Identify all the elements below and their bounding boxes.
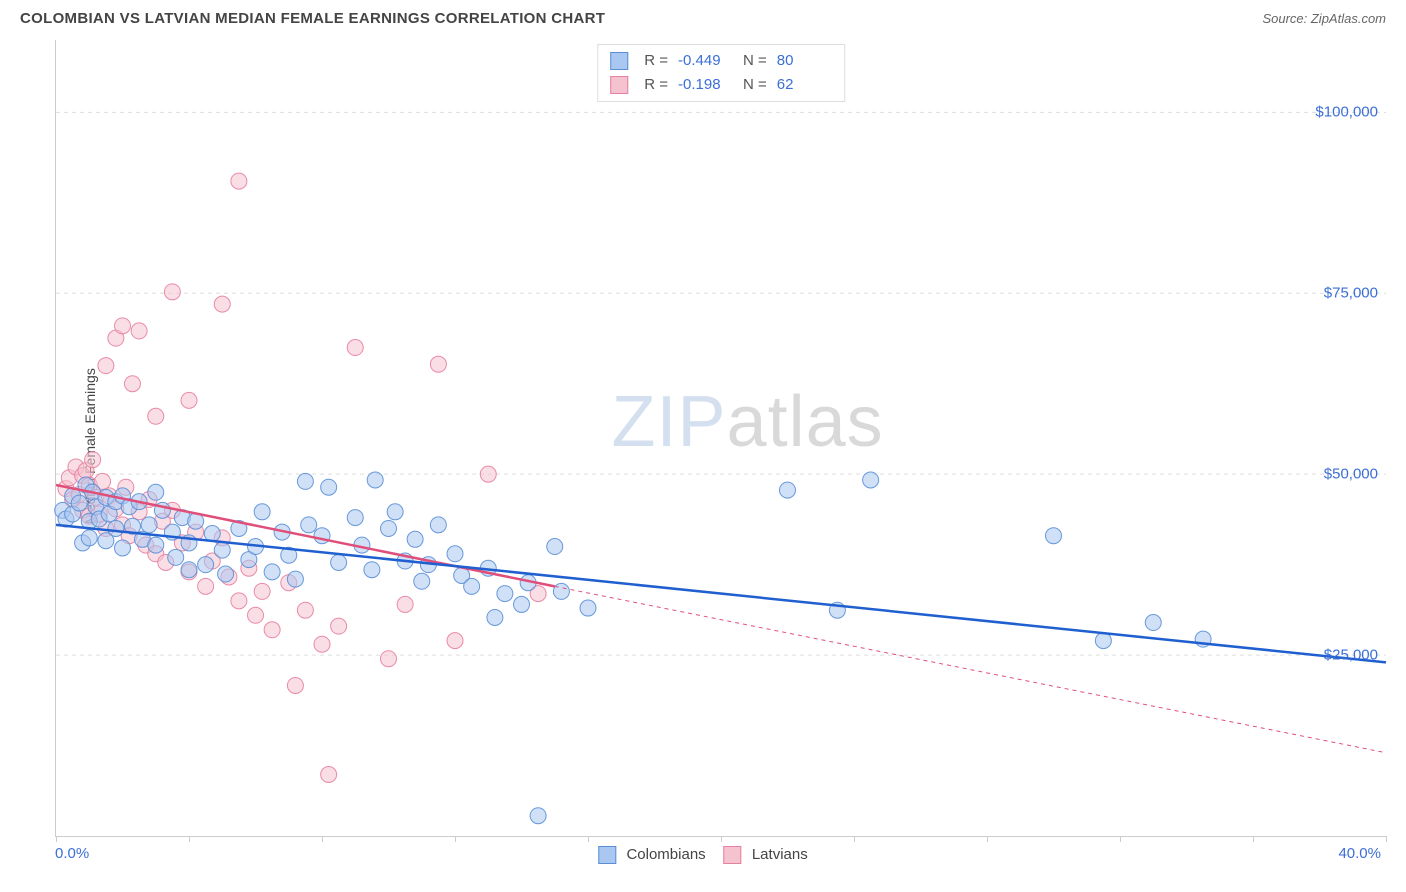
source-attribution: Source: ZipAtlas.com (1262, 11, 1386, 26)
legend-item-colombians: Colombians (598, 846, 705, 864)
x-tick (1386, 836, 1387, 842)
y-tick-label: $25,000 (1324, 647, 1378, 664)
r-label: R = (644, 49, 668, 73)
swatch-latvians-icon (724, 846, 742, 864)
x-tick (189, 836, 190, 842)
legend-item-latvians: Latvians (724, 846, 808, 864)
x-tick (1120, 836, 1121, 842)
x-tick (721, 836, 722, 842)
swatch-latvians (610, 76, 628, 94)
chart-title: COLOMBIAN VS LATVIAN MEDIAN FEMALE EARNI… (20, 10, 605, 27)
legend-row-2: R = -0.198 N = 62 (610, 73, 832, 97)
r-label: R = (644, 73, 668, 97)
y-tick-label: $100,000 (1315, 104, 1378, 121)
n-value-1: 80 (777, 49, 832, 73)
x-axis-max-label: 40.0% (1338, 845, 1381, 862)
x-axis-min-label: 0.0% (55, 845, 89, 862)
r-value-1: -0.449 (678, 49, 733, 73)
chart-plot-area: ZIPatlas R = -0.449 N = 80 R = -0.198 N … (55, 40, 1386, 837)
legend-label-2: Latvians (752, 846, 808, 863)
x-tick (455, 836, 456, 842)
x-tick (322, 836, 323, 842)
y-tick-label: $50,000 (1324, 466, 1378, 483)
swatch-colombians (610, 52, 628, 70)
series-legend: Colombians Latvians (598, 846, 807, 864)
x-tick (56, 836, 57, 842)
r-value-2: -0.198 (678, 73, 733, 97)
legend-label-1: Colombians (626, 846, 705, 863)
n-label: N = (743, 73, 767, 97)
y-tick-label: $75,000 (1324, 285, 1378, 302)
x-tick (854, 836, 855, 842)
n-value-2: 62 (777, 73, 832, 97)
x-tick (588, 836, 589, 842)
n-label: N = (743, 49, 767, 73)
legend-row-1: R = -0.449 N = 80 (610, 49, 832, 73)
x-tick (1253, 836, 1254, 842)
x-tick (987, 836, 988, 842)
correlation-legend: R = -0.449 N = 80 R = -0.198 N = 62 (597, 44, 845, 102)
scatter-plot-svg (56, 40, 1386, 836)
swatch-colombians-icon (598, 846, 616, 864)
